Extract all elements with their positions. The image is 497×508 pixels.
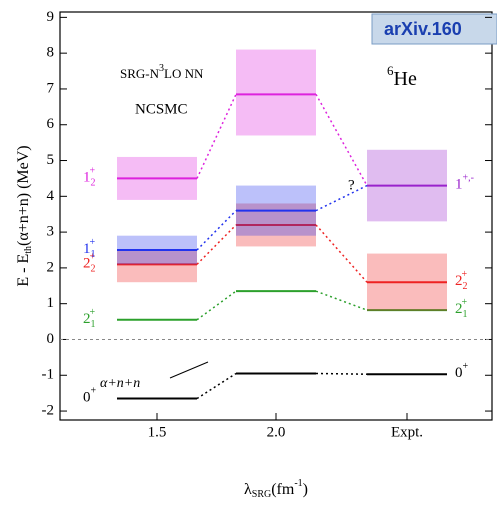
level-connector [315, 372, 368, 375]
y-tick-label: 4 [47, 188, 55, 204]
y-tick-label: 2 [47, 259, 55, 275]
level-connector [196, 224, 237, 265]
x-tick-label: 1.5 [148, 424, 167, 440]
x-label-text: λ [244, 481, 252, 498]
label-main: 1 [455, 177, 463, 193]
y-tick-label: -2 [42, 402, 55, 418]
label-sup: + [462, 270, 468, 281]
label-sub: 1 [91, 319, 96, 330]
label-sup: + [463, 361, 469, 372]
y-tick-label: 5 [47, 152, 55, 168]
label-sup: + [90, 307, 96, 318]
y-tick-label: 3 [47, 224, 55, 240]
level-label: 11+ [83, 237, 96, 260]
model-text: SRG-N [120, 66, 160, 81]
label-sup: + [90, 252, 96, 263]
label-sup: + [91, 386, 97, 397]
x-axis-label: λSRG(fm-1) [244, 478, 308, 500]
threshold-arrow [169, 361, 209, 379]
label-sub: 2 [463, 282, 468, 293]
label-main: 1 [83, 170, 91, 186]
x-label-sup: -1 [294, 478, 302, 489]
x-label-sub: SRG [252, 489, 271, 500]
nucleus-mass: 6 [387, 63, 394, 78]
level-label: 22+ [455, 270, 468, 293]
threshold-annotation: α+n+n [100, 376, 140, 391]
x-label-text: ) [303, 481, 308, 498]
level-label: 0+ [83, 386, 97, 406]
x-tick-label: 2.0 [267, 424, 286, 440]
y-tick-label: 7 [47, 80, 55, 96]
level-label: 22+ [83, 252, 96, 275]
level-label: 1+,- [455, 173, 474, 193]
label-main: 2 [83, 311, 91, 327]
level-connector [196, 290, 237, 321]
label-sup: + [90, 237, 96, 248]
question-annotation: ? [348, 177, 355, 193]
nucleus-symbol: He [394, 68, 417, 90]
label-main: 0 [83, 390, 91, 406]
label-sub: 1 [463, 309, 468, 320]
uncertainty-band [117, 250, 197, 283]
method-annotation: NCSMC [135, 101, 188, 117]
banner [371, 13, 497, 45]
nucleus-annotation: 6He [387, 63, 417, 90]
level-label: 0+ [455, 361, 469, 381]
y-label-text: (α+n+n) (MeV) [15, 145, 32, 246]
y-tick-label: 0 [47, 331, 55, 347]
y-tick-label: 6 [47, 116, 55, 132]
y-label-text: E - E [15, 254, 32, 287]
level-connector [315, 290, 368, 311]
label-sup: +,- [463, 173, 474, 184]
label-sub: 1 [91, 249, 96, 260]
y-tick-label: 9 [47, 9, 55, 25]
x-label-text: (fm [271, 481, 295, 498]
level-connector [196, 210, 237, 251]
level-label: 21+ [455, 297, 468, 320]
level-label: 12+ [83, 166, 96, 189]
model-text: LO NN [164, 66, 204, 81]
y-tick-label: -1 [42, 367, 55, 383]
y-axis-label: E - Eth(α+n+n) (MeV) [15, 145, 35, 286]
y-tick-label: 8 [47, 45, 55, 61]
model-sup: 3 [159, 63, 164, 74]
label-sup: + [90, 166, 96, 177]
x-tick-label: Expt. [391, 424, 423, 440]
model-annotation: SRG-N3LO NN [120, 63, 204, 81]
level-connector [196, 94, 237, 179]
label-main: 2 [83, 256, 91, 272]
label-sub: 2 [91, 264, 96, 275]
label-main: 1 [83, 241, 91, 257]
uncertainty-band [236, 49, 316, 136]
label-sub: 2 [91, 178, 96, 189]
y-tick-label: 1 [47, 295, 55, 311]
level-connector [196, 372, 237, 400]
banner-text: arXiv.160 [384, 19, 462, 39]
level-connector [315, 224, 368, 283]
label-sup: + [462, 297, 468, 308]
y-label-sub: th [23, 246, 34, 254]
level-connector [315, 93, 368, 186]
label-main: 0 [455, 366, 463, 382]
label-main: 2 [455, 302, 463, 318]
level-connector [315, 184, 368, 212]
label-main: 2 [455, 274, 463, 290]
level-label: 21+ [83, 307, 96, 330]
